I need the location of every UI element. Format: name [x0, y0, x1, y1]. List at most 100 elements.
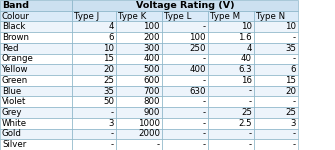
Bar: [162, 118, 208, 129]
Bar: [208, 107, 254, 118]
Bar: [208, 75, 254, 86]
Text: -: -: [203, 129, 206, 138]
Text: 100: 100: [143, 22, 160, 31]
Text: Voltage Rating (V): Voltage Rating (V): [136, 1, 234, 10]
Text: 25: 25: [241, 108, 252, 117]
Text: Green: Green: [2, 76, 28, 85]
Bar: [162, 54, 208, 64]
Text: Yellow: Yellow: [2, 65, 28, 74]
Text: 300: 300: [143, 44, 160, 53]
Text: 20: 20: [103, 65, 114, 74]
Text: 25: 25: [103, 76, 114, 85]
Bar: [72, 54, 116, 64]
Text: -: -: [249, 129, 252, 138]
Bar: [0, 107, 72, 118]
Text: 16: 16: [241, 76, 252, 85]
Text: 15: 15: [285, 76, 296, 85]
Text: 800: 800: [143, 97, 160, 106]
Text: Type J: Type J: [74, 12, 99, 21]
Text: Type N: Type N: [256, 12, 285, 21]
Text: 4: 4: [247, 44, 252, 53]
Bar: [72, 64, 116, 75]
Text: 50: 50: [103, 97, 114, 106]
Bar: [0, 54, 72, 64]
Text: 1000: 1000: [138, 119, 160, 128]
Bar: [208, 32, 254, 43]
Text: Type M: Type M: [210, 12, 240, 21]
Bar: [72, 21, 116, 32]
Bar: [162, 86, 208, 96]
Bar: [162, 139, 208, 150]
Bar: [0, 32, 72, 43]
Text: -: -: [293, 140, 296, 149]
Bar: [116, 139, 162, 150]
Bar: [72, 11, 116, 21]
Bar: [254, 21, 298, 32]
Text: -: -: [203, 108, 206, 117]
Text: Colour: Colour: [2, 12, 30, 21]
Bar: [0, 96, 72, 107]
Text: Brown: Brown: [2, 33, 29, 42]
Text: -: -: [111, 140, 114, 149]
Text: 2000: 2000: [138, 129, 160, 138]
Bar: [72, 86, 116, 96]
Bar: [72, 0, 298, 11]
Bar: [208, 11, 254, 21]
Text: 700: 700: [143, 87, 160, 96]
Bar: [72, 96, 116, 107]
Bar: [72, 129, 116, 139]
Text: -: -: [249, 87, 252, 96]
Text: 630: 630: [190, 87, 206, 96]
Text: 3: 3: [109, 119, 114, 128]
Bar: [162, 21, 208, 32]
Bar: [208, 54, 254, 64]
Bar: [116, 129, 162, 139]
Bar: [162, 107, 208, 118]
Bar: [72, 118, 116, 129]
Text: Grey: Grey: [2, 108, 22, 117]
Bar: [0, 139, 72, 150]
Bar: [254, 54, 298, 64]
Text: -: -: [111, 129, 114, 138]
Bar: [208, 86, 254, 96]
Text: 25: 25: [285, 108, 296, 117]
Bar: [116, 86, 162, 96]
Bar: [162, 11, 208, 21]
Text: -: -: [203, 119, 206, 128]
Text: 40: 40: [241, 54, 252, 63]
Bar: [162, 43, 208, 54]
Bar: [254, 43, 298, 54]
Text: Type L: Type L: [164, 12, 191, 21]
Text: 10: 10: [241, 22, 252, 31]
Bar: [254, 86, 298, 96]
Text: 400: 400: [190, 65, 206, 74]
Bar: [254, 129, 298, 139]
Text: -: -: [203, 140, 206, 149]
Bar: [0, 86, 72, 96]
Bar: [254, 11, 298, 21]
Text: Violet: Violet: [2, 97, 26, 106]
Text: -: -: [249, 97, 252, 106]
Text: 600: 600: [143, 76, 160, 85]
Text: -: -: [203, 76, 206, 85]
Bar: [254, 107, 298, 118]
Text: Orange: Orange: [2, 54, 34, 63]
Bar: [0, 0, 72, 11]
Text: 3: 3: [290, 119, 296, 128]
Text: 250: 250: [190, 44, 206, 53]
Bar: [116, 118, 162, 129]
Bar: [116, 54, 162, 64]
Text: -: -: [157, 140, 160, 149]
Text: 35: 35: [285, 44, 296, 53]
Bar: [0, 43, 72, 54]
Bar: [116, 75, 162, 86]
Text: Red: Red: [2, 44, 18, 53]
Bar: [162, 64, 208, 75]
Text: 15: 15: [103, 54, 114, 63]
Bar: [162, 32, 208, 43]
Bar: [0, 64, 72, 75]
Text: -: -: [293, 97, 296, 106]
Text: -: -: [293, 129, 296, 138]
Bar: [72, 32, 116, 43]
Bar: [116, 21, 162, 32]
